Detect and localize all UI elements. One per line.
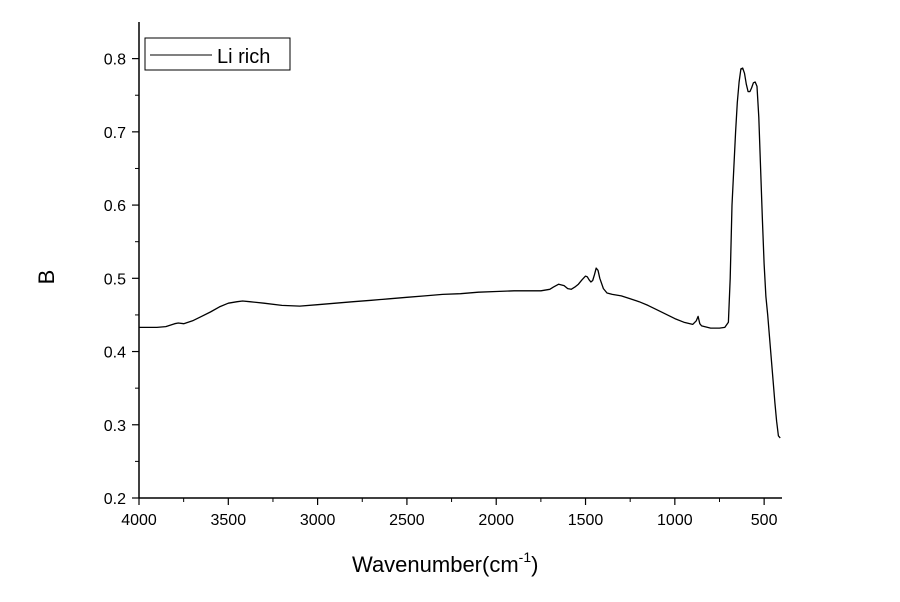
x-axis-title-suffix: ): [531, 552, 538, 577]
x-tick-label: 1000: [657, 512, 693, 529]
y-tick-label: 0.5: [104, 271, 126, 288]
x-tick-label: 4000: [121, 512, 157, 529]
x-axis-title-main: Wavenumber(cm: [352, 552, 519, 577]
y-tick-label: 0.8: [104, 52, 126, 69]
x-axis-title-superscript: -1: [519, 549, 532, 565]
y-tick-label: 0.6: [104, 198, 126, 215]
x-tick-label: 2000: [478, 512, 514, 529]
x-axis-ticks: 4000 3500 3000 2500 2000 1500 1000 500: [121, 498, 778, 529]
y-tick-label: 0.2: [104, 491, 126, 508]
series-line-li-rich: [139, 67, 781, 439]
y-tick-label: 0.7: [104, 125, 126, 142]
series-layer: [139, 67, 781, 439]
x-axis-title: Wavenumber(cm-1): [352, 549, 538, 577]
legend-box: [144, 37, 291, 71]
x-tick-label: 500: [751, 512, 778, 529]
y-tick-label: 0.4: [104, 345, 126, 362]
y-axis-title: B: [34, 270, 59, 285]
x-tick-label: 1500: [568, 512, 604, 529]
x-tick-label: 3500: [211, 512, 247, 529]
legend-label-li-rich: Li rich: [217, 46, 270, 68]
x-tick-label: 2500: [389, 512, 425, 529]
plot-frame: [138, 22, 782, 499]
y-tick-label: 0.3: [104, 418, 126, 435]
x-tick-label: 3000: [300, 512, 336, 529]
y-axis-ticks: 0.2 0.3 0.4 0.5 0.6 0.7 0.8: [104, 52, 139, 508]
legend: Li rich: [144, 37, 291, 71]
